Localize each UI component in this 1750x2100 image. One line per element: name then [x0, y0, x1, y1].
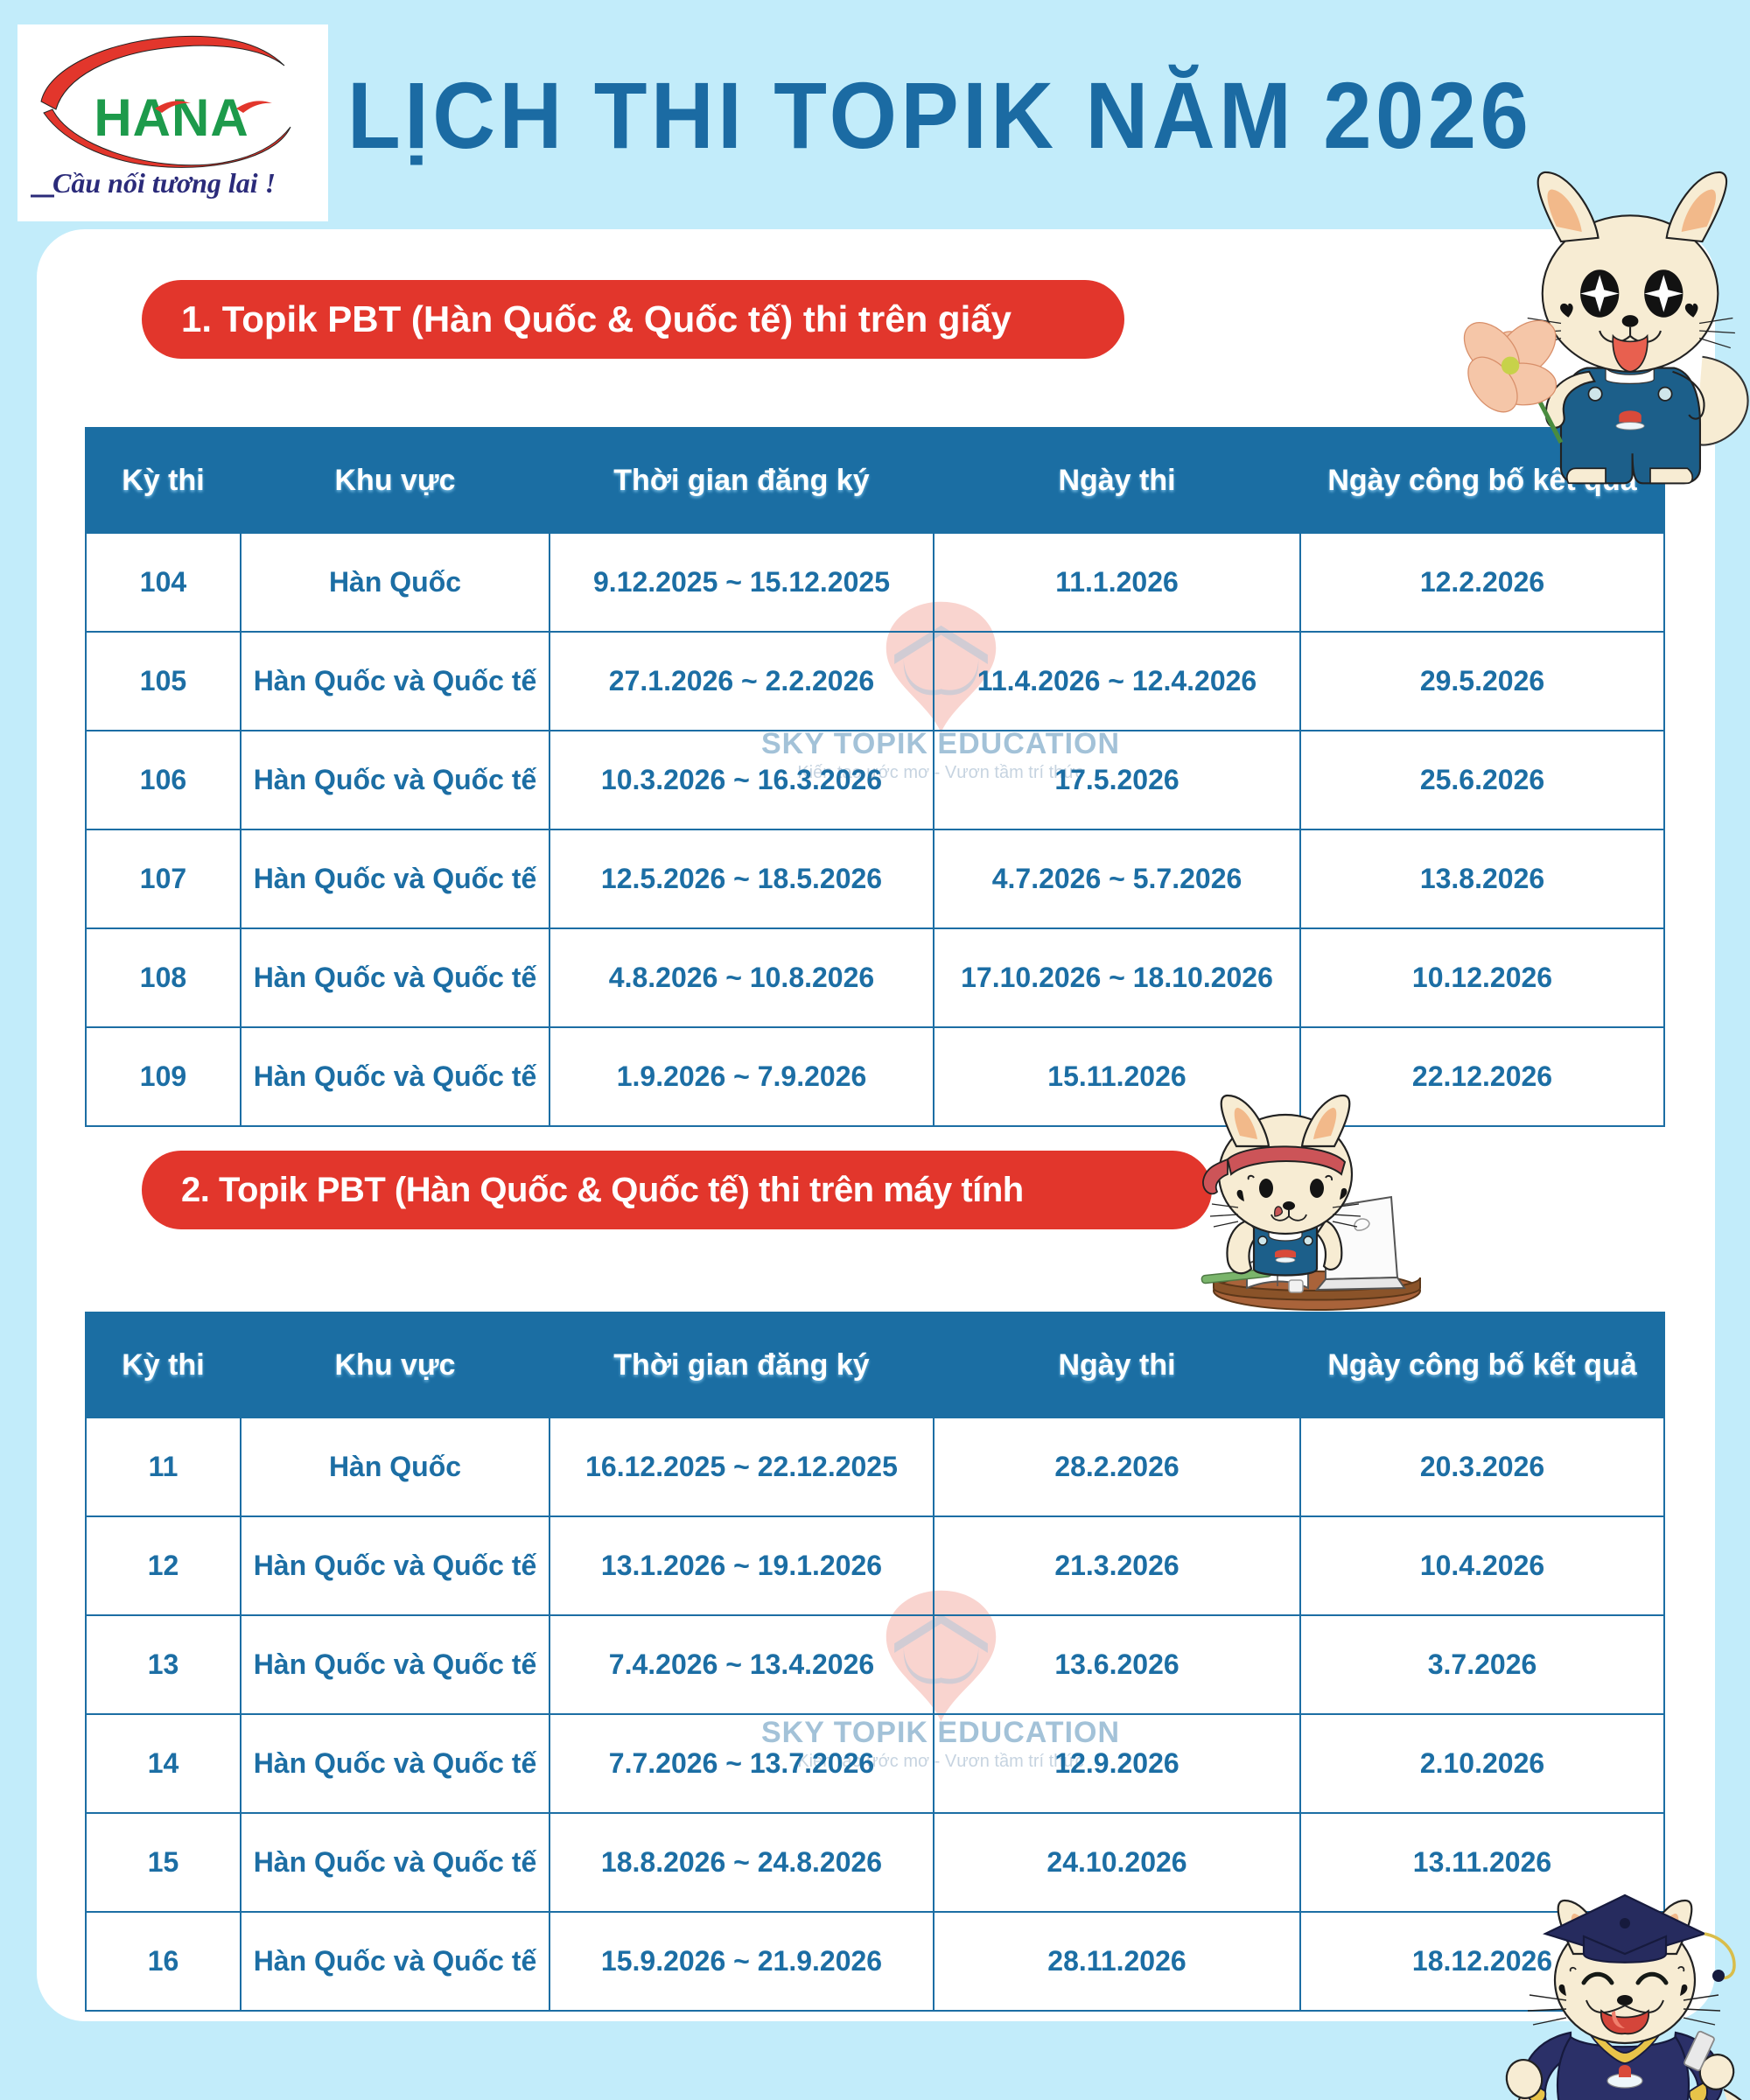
svg-text:HANA: HANA — [94, 88, 248, 147]
svg-text:Cầu nối tương lai !: Cầu nối tương lai ! — [52, 167, 276, 199]
